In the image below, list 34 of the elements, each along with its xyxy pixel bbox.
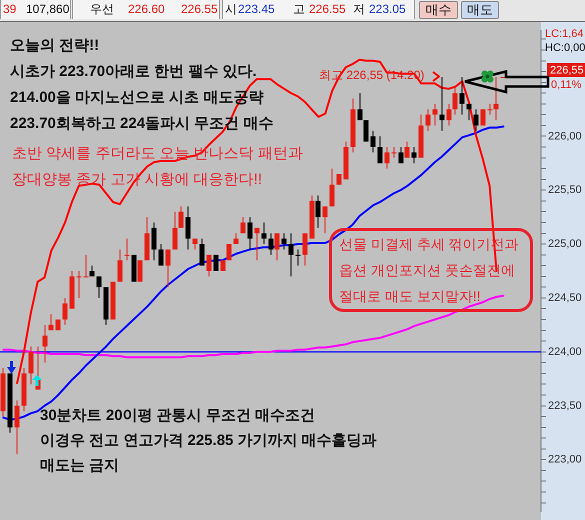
y-tick-label: 225,50 [548,184,582,196]
text: LC:1,64 [545,28,584,40]
text: 0,11% [551,79,582,91]
text: HC:0,00 [545,42,585,54]
y-tick-label: 226,00 [548,130,582,142]
y-tick-label: 223,00 [548,454,582,466]
quote-field: 시 223.45 고 226.55 저 223.05 [222,0,415,19]
candlestick [254,228,260,260]
candlestick [76,271,82,298]
annotation: 초반 약세를 주더라도 오늘 반나스닥 패턴과 [12,145,303,162]
annotation: 오늘의 전략!! [10,37,100,54]
sell-button: 매도 [461,1,499,19]
candlestick [440,76,444,131]
annotation: 매도는 금지 [40,457,120,474]
candlestick [392,147,396,158]
quote-field: 우선 226.60 226.55 [72,0,220,19]
annotation: 이경우 전고 연고가격 225.85 가기까지 매수홀딩과 [40,432,377,449]
annotation: 절대로 매도 보지말자!! [339,288,481,304]
y-tick-label: 223,50 [548,400,582,412]
candlestick [296,249,300,266]
annotation: 30분차트 20이평 관통시 무조건 매수조건 [40,407,316,424]
buy-button: 매수 [419,1,458,19]
annotation: 시초가 223.70아래로 한번 팰수 있다. [10,63,257,80]
quote-field: 39 107,860 [0,0,71,19]
candlestick [124,238,130,260]
text: 226,55 [550,64,584,77]
annotation: 옵션 개인포지션 풋손절전에 [339,262,515,278]
candlestick [488,104,492,115]
y-tick-label: 224,50 [548,292,582,304]
candlestick [48,314,54,330]
y-tick-label: 224,00 [548,346,582,358]
y-tick-label: 225,00 [548,238,582,250]
candlestick [84,254,88,278]
candlestick [288,233,294,276]
